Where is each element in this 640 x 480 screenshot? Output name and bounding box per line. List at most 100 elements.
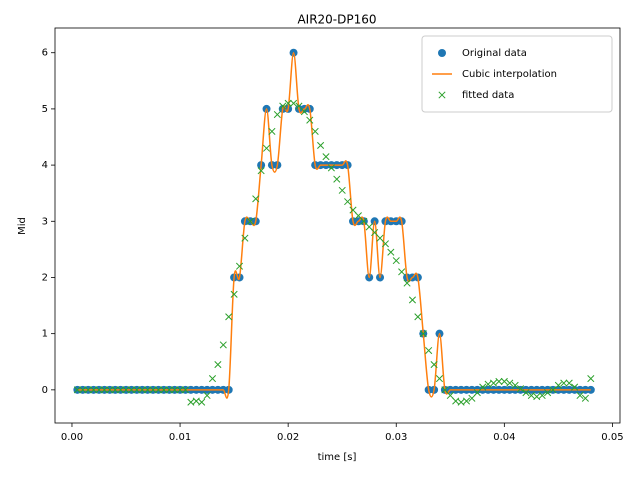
data-point [84, 386, 92, 394]
chart-title: AIR20-DP160 [297, 13, 376, 27]
data-point [133, 386, 141, 394]
data-point [511, 381, 519, 389]
data-point [208, 375, 217, 383]
y-tick-label: 6 [42, 48, 48, 59]
data-point [257, 167, 265, 175]
data-point [408, 296, 417, 304]
data-point [127, 386, 135, 394]
x-tick-label: 0.02 [277, 432, 299, 443]
data-point [522, 389, 530, 397]
y-axis-label: Mid [17, 217, 28, 235]
data-point [203, 391, 211, 400]
data-point [587, 375, 595, 383]
data-point [398, 268, 406, 276]
data-point [79, 386, 87, 394]
data-point [527, 391, 535, 400]
data-point [441, 386, 449, 394]
data-point [468, 394, 476, 402]
data-point [381, 240, 389, 248]
y-tick-label: 5 [42, 104, 48, 115]
data-point [144, 386, 152, 394]
data-point [576, 391, 584, 400]
plot-area [73, 48, 595, 406]
data-point [100, 386, 108, 394]
data-point [533, 393, 541, 401]
legend-label: fitted data [462, 90, 514, 101]
x-axis-label: time [s] [318, 452, 357, 463]
data-point [219, 341, 227, 349]
data-point [387, 248, 395, 256]
data-point [90, 386, 98, 394]
data-point [489, 379, 498, 387]
data-point [138, 386, 146, 394]
data-point [187, 398, 195, 406]
data-point [171, 386, 179, 394]
data-point [122, 386, 130, 394]
data-point [160, 386, 168, 394]
data-point [235, 262, 244, 270]
y-tick-label: 1 [42, 329, 48, 340]
data-point [452, 397, 460, 405]
data-point [192, 397, 200, 405]
data-point [311, 127, 319, 135]
data-point [365, 223, 373, 231]
data-point [349, 206, 357, 214]
data-point [198, 398, 206, 406]
data-point [295, 102, 303, 110]
x-tick-label: 0.05 [601, 432, 623, 443]
data-point [165, 386, 173, 394]
x-tick-label: 0.04 [493, 432, 515, 443]
data-point [273, 110, 281, 119]
data-point [306, 116, 314, 124]
data-point [484, 380, 492, 388]
data-point [425, 346, 433, 355]
data-point [333, 175, 341, 183]
data-point [371, 228, 379, 237]
data-point [149, 386, 157, 394]
legend-label: Original data [462, 48, 527, 59]
data-point [376, 234, 384, 242]
data-point [446, 391, 454, 400]
data-point [322, 153, 330, 161]
data-point [106, 386, 114, 394]
data-point [338, 186, 346, 194]
data-point [500, 377, 508, 385]
data-point [111, 386, 119, 394]
legend-marker [438, 91, 446, 99]
data-point [544, 389, 552, 397]
legend-box [421, 35, 613, 113]
data-point [317, 141, 325, 149]
data-point [225, 313, 233, 321]
data-point [284, 99, 292, 107]
x-tick-label: 0.03 [385, 432, 407, 443]
x-tick-label: 0.00 [61, 432, 83, 443]
axes-frame [54, 27, 621, 424]
y-tick-label: 4 [42, 160, 48, 171]
data-point [73, 386, 81, 394]
data-point [246, 217, 254, 225]
data-point [327, 164, 335, 172]
data-point [571, 383, 579, 391]
data-point [290, 99, 298, 107]
data-point [479, 383, 487, 391]
data-point [344, 198, 352, 206]
data-point [95, 386, 103, 394]
data-point [154, 386, 162, 394]
data-point [565, 379, 573, 387]
legend-label: Cubic interpolation [462, 69, 557, 80]
y-tick-label: 2 [42, 272, 48, 283]
data-point [117, 386, 125, 394]
data-point [181, 386, 190, 394]
legend-marker [438, 49, 446, 57]
data-point [414, 313, 422, 321]
data-point [554, 381, 562, 389]
data-point [252, 195, 260, 203]
data-point [360, 217, 368, 225]
y-tick-label: 3 [42, 216, 48, 227]
data-point [538, 391, 546, 400]
data-point [506, 379, 514, 387]
data-point [176, 386, 184, 394]
data-point [403, 279, 411, 287]
